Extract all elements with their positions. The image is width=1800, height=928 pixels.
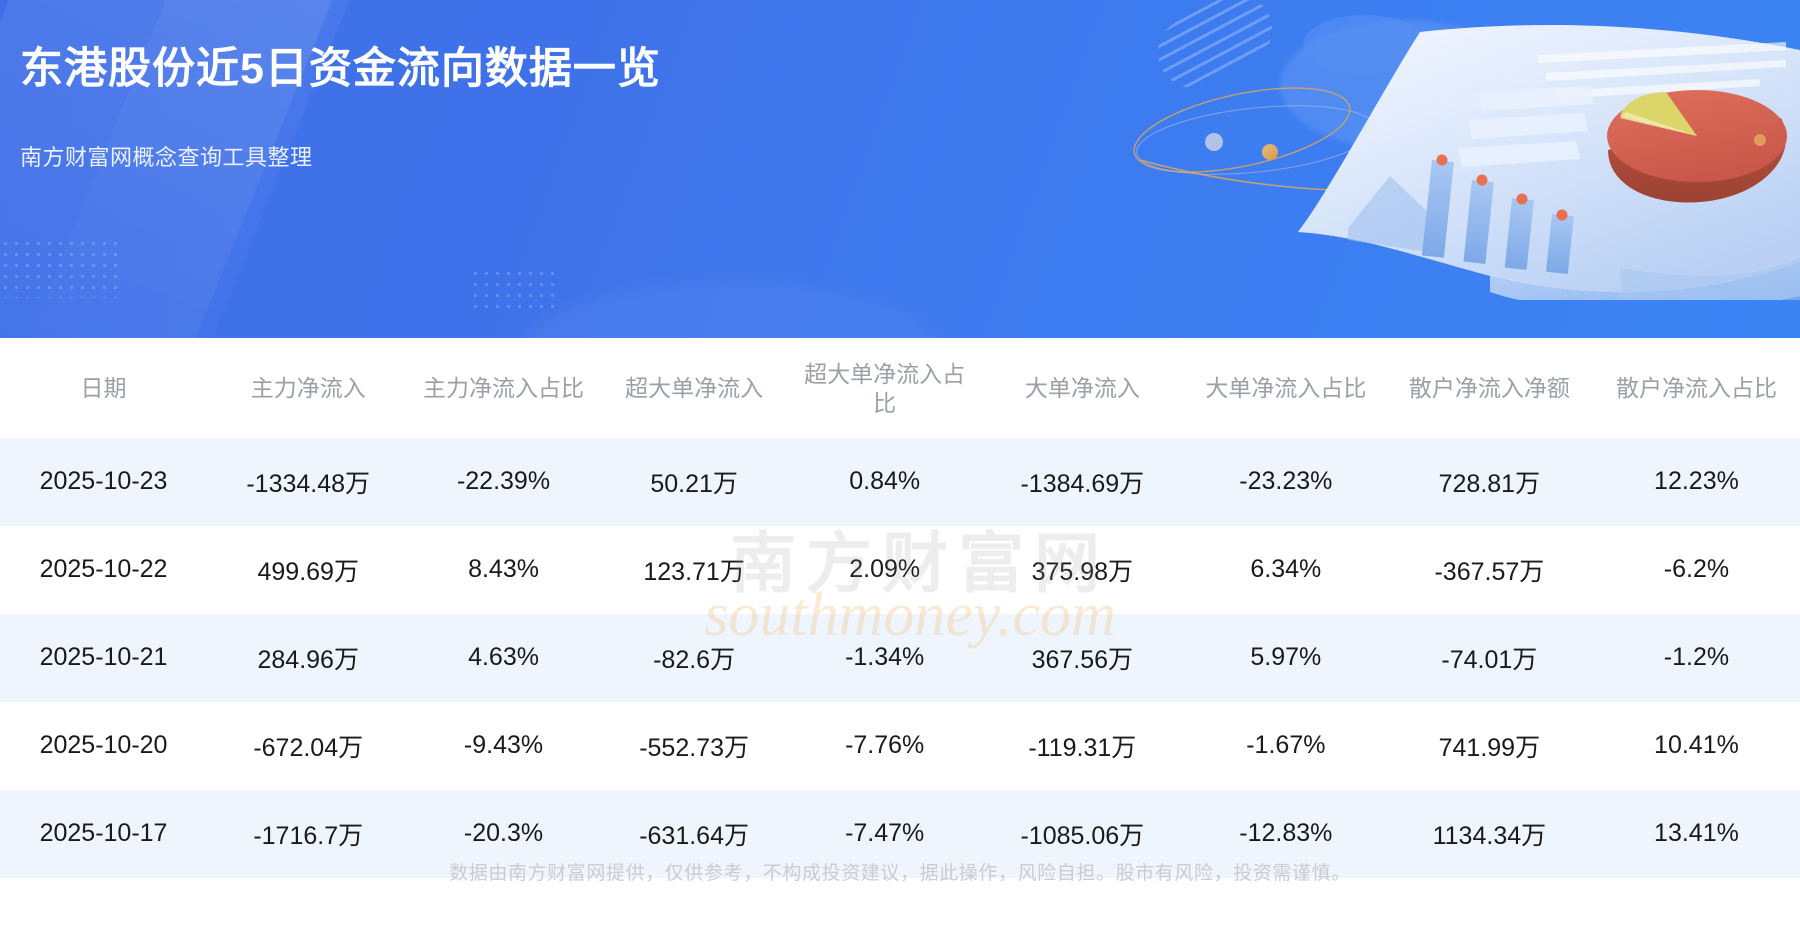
page-banner: 东港股份近5日资金流向数据一览 南方财富网概念查询工具整理 xyxy=(0,0,1800,338)
cell-big-net: 367.56万 xyxy=(978,613,1186,702)
cell-date: 2025-10-21 xyxy=(0,613,208,702)
bar-point-4 xyxy=(1556,209,1568,221)
bar-point-1 xyxy=(1436,154,1448,166)
col-header-main-net[interactable]: 主力净流入 xyxy=(207,338,410,438)
paper-text-lines xyxy=(1458,86,1594,167)
cell-main-pct: 4.63% xyxy=(409,613,598,702)
cell-super-pct: -1.34% xyxy=(790,613,979,702)
cell-big-net: -1085.06万 xyxy=(978,789,1186,878)
page-title: 东港股份近5日资金流向数据一览 xyxy=(20,45,661,93)
cell-super-pct: 2.09% xyxy=(790,525,979,614)
col-header-big-pct[interactable]: 大单净流入占比 xyxy=(1185,338,1386,438)
paper-bar-chart xyxy=(1348,154,1574,274)
pie-slice-yellow xyxy=(1620,92,1697,136)
cell-big-net: 375.98万 xyxy=(978,525,1186,614)
cell-main-net: 499.69万 xyxy=(207,525,410,614)
cell-super-pct: 0.84% xyxy=(790,437,979,526)
table-row: 2025-10-21 284.96万 4.63% -82.6万 -1.34% 3… xyxy=(0,613,1800,702)
paper-pie-chart xyxy=(1607,90,1787,203)
cell-main-net: -1716.7万 xyxy=(207,789,410,878)
cell-retail-pct: -1.2% xyxy=(1592,613,1800,702)
cell-super-pct: -7.47% xyxy=(790,789,979,878)
report-chart-illustration xyxy=(1133,15,1800,300)
banner-text-block: 东港股份近5日资金流向数据一览 南方财富网概念查询工具整理 xyxy=(20,44,1020,172)
cell-retail-pct: -6.2% xyxy=(1592,525,1800,614)
footer-disclaimer: 数据由南方财富网提供，仅供参考，不构成投资建议，据此操作，风险自担。股市有风险，… xyxy=(449,863,1351,884)
table-header-row: 日期 主力净流入 主力净流入占比 超大单净流入 超大单净流入占比 大单净流入 大… xyxy=(0,338,1800,438)
cell-main-pct: -22.39% xyxy=(409,437,598,526)
cell-big-net: -119.31万 xyxy=(978,701,1186,790)
banner-blob-shape-2 xyxy=(520,280,940,338)
cell-main-pct: -20.3% xyxy=(409,789,598,878)
col-header-retail-pct[interactable]: 散户净流入占比 xyxy=(1592,338,1800,438)
cell-retail-pct: 10.41% xyxy=(1592,701,1800,790)
paper-shadow xyxy=(1620,258,1800,300)
cell-super-net: -631.64万 xyxy=(597,789,791,878)
illustration-backdrop-blob xyxy=(1303,15,1427,75)
table-body: 2025-10-23 -1334.48万 -22.39% 50.21万 0.84… xyxy=(0,437,1800,878)
cell-main-pct: 8.43% xyxy=(409,525,598,614)
cell-big-pct: 6.34% xyxy=(1185,525,1386,614)
bar-point-2 xyxy=(1476,174,1488,186)
cell-super-net: 50.21万 xyxy=(597,437,791,526)
cell-date: 2025-10-22 xyxy=(0,525,208,614)
fund-flow-table: 日期 主力净流入 主力净流入占比 超大单净流入 超大单净流入占比 大单净流入 大… xyxy=(0,338,1800,878)
col-header-retail-net[interactable]: 散户净流入净额 xyxy=(1385,338,1593,438)
cell-big-pct: -1.67% xyxy=(1185,701,1386,790)
cell-retail-net: -367.57万 xyxy=(1385,525,1593,614)
cell-main-net: -1334.48万 xyxy=(207,437,410,526)
table-row: 2025-10-20 -672.04万 -9.43% -552.73万 -7.7… xyxy=(0,701,1800,790)
cell-retail-pct: 13.41% xyxy=(1592,789,1800,878)
cell-super-pct: -7.76% xyxy=(790,701,979,790)
cell-retail-pct: 12.23% xyxy=(1592,437,1800,526)
cell-retail-net: 728.81万 xyxy=(1385,437,1593,526)
banner-dot-pattern-center xyxy=(470,268,560,313)
col-header-super-net[interactable]: 超大单净流入 xyxy=(597,338,791,438)
orbit-node-right xyxy=(1754,134,1766,146)
banner-dot-pattern-left xyxy=(0,238,120,298)
cell-date: 2025-10-23 xyxy=(0,437,208,526)
col-header-main-pct[interactable]: 主力净流入占比 xyxy=(409,338,598,438)
paper-header-lines xyxy=(1538,42,1786,99)
cell-main-net: -672.04万 xyxy=(207,701,410,790)
bar-point-3 xyxy=(1516,193,1528,205)
cell-super-net: 123.71万 xyxy=(597,525,791,614)
cell-retail-net: 1134.34万 xyxy=(1385,789,1593,878)
col-header-super-pct[interactable]: 超大单净流入占比 xyxy=(790,338,979,438)
orbit-node-gray xyxy=(1205,133,1223,151)
cell-big-pct: -12.83% xyxy=(1185,789,1386,878)
col-header-big-net[interactable]: 大单净流入 xyxy=(978,338,1186,438)
cell-main-pct: -9.43% xyxy=(409,701,598,790)
cell-big-net: -1384.69万 xyxy=(978,437,1186,526)
cell-retail-net: 741.99万 xyxy=(1385,701,1593,790)
cell-super-net: -82.6万 xyxy=(597,613,791,702)
table-row: 2025-10-17 -1716.7万 -20.3% -631.64万 -7.4… xyxy=(0,789,1800,878)
data-table-container: 日期 主力净流入 主力净流入占比 超大单净流入 超大单净流入占比 大单净流入 大… xyxy=(0,338,1800,878)
cell-main-net: 284.96万 xyxy=(207,613,410,702)
cell-big-pct: -23.23% xyxy=(1185,437,1386,526)
cell-super-net: -552.73万 xyxy=(597,701,791,790)
page-subtitle: 南方财富网概念查询工具整理 xyxy=(20,144,313,170)
table-row: 2025-10-22 499.69万 8.43% 123.71万 2.09% 3… xyxy=(0,525,1800,614)
cell-date: 2025-10-20 xyxy=(0,701,208,790)
table-row: 2025-10-23 -1334.48万 -22.39% 50.21万 0.84… xyxy=(0,437,1800,526)
cell-retail-net: -74.01万 xyxy=(1385,613,1593,702)
col-header-date[interactable]: 日期 xyxy=(0,338,208,438)
orbit-node-gold xyxy=(1262,144,1278,160)
cell-big-pct: 5.97% xyxy=(1185,613,1386,702)
cell-date: 2025-10-17 xyxy=(0,789,208,878)
